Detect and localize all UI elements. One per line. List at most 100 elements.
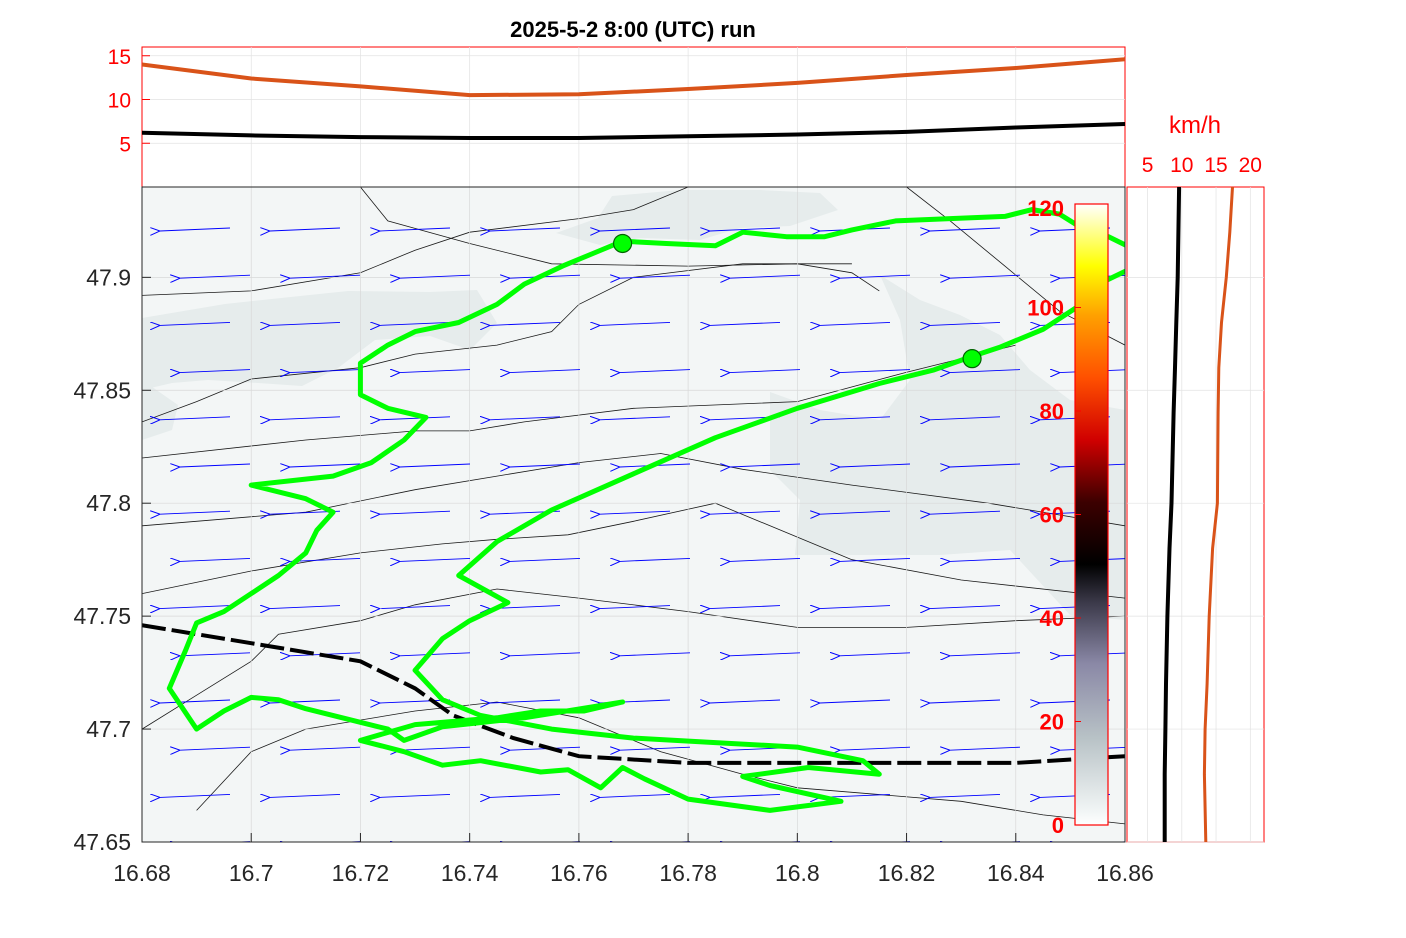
- wind-arrow: [290, 558, 361, 561]
- colorbar-tick-label: 120: [1027, 196, 1064, 221]
- wind-arrow: [380, 322, 451, 325]
- wind-arrow: [730, 558, 801, 561]
- right-panel-xticks: 5 10 15 20: [1142, 154, 1262, 177]
- wind-arrow: [930, 228, 1001, 231]
- chart-title: 2025-5-2 8:00 (UTC) run: [510, 17, 756, 42]
- map-xtick-label: 16.76: [550, 860, 608, 886]
- wind-arrow: [510, 464, 581, 467]
- wind-arrow: [620, 370, 691, 373]
- wind-arrow: [510, 653, 581, 656]
- wind-arrow: [600, 606, 671, 609]
- wind-arrow: [270, 322, 341, 325]
- wind-arrow: [490, 322, 561, 325]
- wind-arrow: [400, 747, 471, 750]
- shade-region-top: [556, 190, 838, 245]
- top-panel-lines: [142, 57, 1125, 140]
- wind-arrow: [950, 558, 1021, 561]
- wind-arrow: [400, 558, 471, 561]
- wind-arrow: [820, 511, 891, 514]
- right-xtick-label: 15: [1204, 154, 1227, 177]
- wind-arrow: [180, 653, 251, 656]
- right-profile-panel: km/h 5 10 15 20: [1126, 112, 1265, 843]
- wind-arrow: [160, 511, 231, 514]
- wind-arrow: [930, 794, 1001, 797]
- colorbar-ticks: 0 20 40 60 80 100 120: [1027, 196, 1081, 838]
- map-ytick-label: 47.65: [73, 829, 131, 855]
- wind-arrow: [380, 606, 451, 609]
- wind-arrow: [710, 606, 781, 609]
- contour-line: [142, 344, 1016, 459]
- map-ytick-label: 47.75: [73, 603, 131, 629]
- map-panel: 16.68 16.7 16.72 16.74 16.76 16.78 16.8 16.82 16…: [73, 186, 1154, 886]
- colorbar-tick-label: 40: [1040, 606, 1064, 631]
- wind-arrow: [160, 417, 231, 420]
- wind-arrow: [930, 322, 1001, 325]
- wind-arrow: [180, 370, 251, 373]
- track-marker: [962, 349, 982, 369]
- wind-arrow: [710, 228, 781, 231]
- wind-arrow: [380, 511, 451, 514]
- wind-arrow: [290, 464, 361, 467]
- contour-line: [360, 187, 880, 292]
- map-xtick-label: 16.8: [775, 860, 820, 886]
- wind-arrow: [160, 322, 231, 325]
- wind-arrow: [950, 275, 1021, 278]
- wind-arrow: [840, 558, 911, 561]
- wind-arrow: [160, 794, 231, 797]
- map-ytick-label: 47.8: [86, 490, 131, 516]
- top-ytick-label: 10: [108, 90, 131, 113]
- wind-arrow: [160, 228, 231, 231]
- colorbar-tick-label: 60: [1040, 503, 1064, 528]
- map-xtick-label: 16.86: [1096, 860, 1154, 886]
- wind-arrow: [710, 322, 781, 325]
- right-panel-lines: [1162, 186, 1234, 843]
- wind-arrow: [180, 747, 251, 750]
- map-xtick-label: 16.74: [441, 860, 499, 886]
- contour-line: [142, 187, 689, 296]
- wind-arrow: [620, 558, 691, 561]
- right-panel-units-label: km/h: [1169, 112, 1221, 139]
- wind-arrow: [490, 417, 561, 420]
- track-marker: [612, 233, 633, 254]
- wind-arrow: [510, 558, 581, 561]
- wind-arrow: [730, 464, 801, 467]
- top-series-line: [142, 122, 1125, 140]
- shade-region-topleft: [142, 290, 497, 390]
- wind-arrow: [400, 464, 471, 467]
- wind-arrow: [930, 511, 1001, 514]
- right-xtick-label: 10: [1170, 154, 1193, 177]
- map-xtick-label: 16.82: [878, 860, 936, 886]
- wind-arrow: [620, 653, 691, 656]
- wind-arrow: [820, 322, 891, 325]
- colorbar-tick-label: 100: [1027, 296, 1064, 321]
- map-xtick-label: 16.68: [113, 860, 171, 886]
- wind-arrow: [820, 700, 891, 703]
- wind-arrow: [620, 275, 691, 278]
- wind-arrow: [730, 275, 801, 278]
- map-xticks: 16.68 16.7 16.72 16.74 16.76 16.78 16.8 16.82 16…: [113, 833, 1154, 886]
- map-ytick-label: 47.7: [86, 716, 131, 742]
- wind-arrow: [380, 417, 451, 420]
- wind-arrow: [160, 606, 231, 609]
- wind-arrow: [730, 370, 801, 373]
- wind-arrow: [600, 322, 671, 325]
- wind-arrow: [840, 275, 911, 278]
- top-panel-frame: [141, 46, 1126, 188]
- top-timeseries-panel: 5 10 15: [108, 46, 1126, 188]
- wind-arrow: [380, 794, 451, 797]
- track-markers: [612, 233, 982, 369]
- wind-arrow: [290, 747, 361, 750]
- colorbar-tick-label: 0: [1052, 813, 1064, 838]
- wind-arrow: [710, 511, 781, 514]
- wind-arrow: [950, 653, 1021, 656]
- wind-arrow: [400, 275, 471, 278]
- map-xtick-label: 16.84: [987, 860, 1045, 886]
- colorbar-tick-label: 20: [1040, 710, 1064, 735]
- wind-arrow: [710, 700, 781, 703]
- wind-arrow: [180, 275, 251, 278]
- wind-arrow: [600, 417, 671, 420]
- wind-arrow: [840, 370, 911, 373]
- map-xtick-label: 16.78: [659, 860, 717, 886]
- wind-arrow: [620, 747, 691, 750]
- wind-arrow: [270, 606, 341, 609]
